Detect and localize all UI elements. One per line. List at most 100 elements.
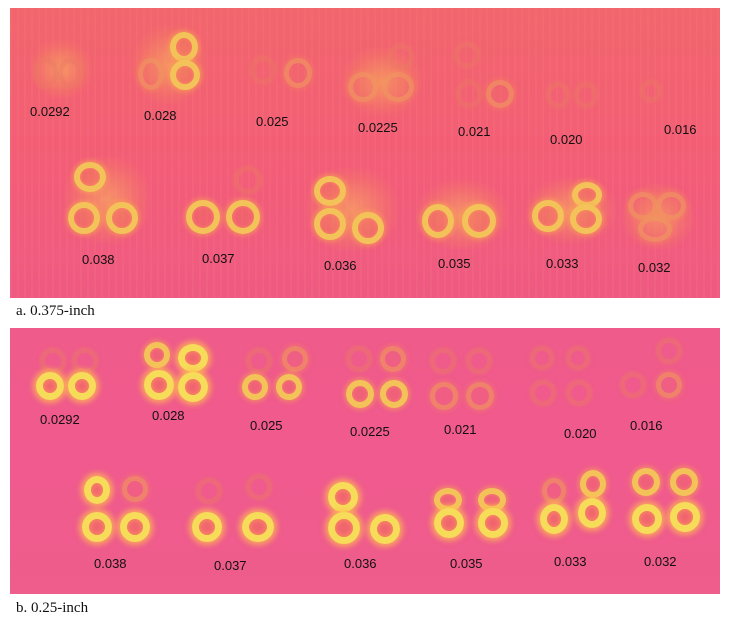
diameter-label: 0.036 [344, 556, 377, 571]
defect-ring [72, 348, 98, 374]
diameter-label: 0.035 [450, 556, 483, 571]
defect-ring [58, 58, 82, 88]
defect-ring [170, 32, 198, 62]
defect-ring [574, 82, 598, 108]
diameter-label: 0.032 [638, 260, 671, 275]
thermal-image-panel-b: 0.0292 0.028 0.025 0.0225 0.021 0.020 0.… [10, 328, 720, 594]
defect-ring [346, 380, 374, 408]
defect-ring [192, 512, 222, 542]
defect-ring [546, 82, 570, 108]
defect-ring [656, 192, 686, 220]
defect-ring [246, 348, 272, 374]
defect-ring [68, 372, 96, 400]
diameter-label: 0.028 [152, 408, 185, 423]
defect-ring [178, 372, 208, 402]
defect-ring [348, 72, 378, 102]
defect-ring [478, 508, 508, 538]
defect-ring [234, 166, 262, 194]
diameter-label: 0.016 [630, 418, 663, 433]
defect-ring [352, 212, 384, 244]
diameter-label: 0.038 [82, 252, 115, 267]
defect-ring [380, 346, 406, 372]
defect-ring [670, 502, 700, 532]
defect-ring [120, 512, 150, 542]
defect-ring [540, 504, 568, 534]
defect-ring [282, 346, 308, 372]
diameter-label: 0.037 [214, 558, 247, 573]
diameter-label: 0.0292 [30, 104, 70, 119]
defect-ring [578, 498, 606, 528]
diameter-label: 0.025 [250, 418, 283, 433]
defect-ring [466, 348, 492, 374]
defect-ring [632, 504, 662, 534]
defect-ring [328, 512, 360, 544]
panel-b-caption: b. 0.25-inch [16, 600, 89, 616]
diameter-label: 0.0225 [358, 120, 398, 135]
diameter-label: 0.020 [550, 132, 583, 147]
diameter-label: 0.038 [94, 556, 127, 571]
defect-ring [580, 470, 606, 498]
diameter-label: 0.025 [256, 114, 289, 129]
defect-ring [638, 216, 672, 242]
defect-ring [186, 200, 220, 234]
diameter-label: 0.021 [458, 124, 491, 139]
diameter-label: 0.028 [144, 108, 177, 123]
defect-ring [246, 474, 272, 500]
defect-ring [380, 380, 408, 408]
defect-ring [670, 468, 698, 496]
defect-ring [656, 372, 682, 398]
defect-ring [84, 476, 110, 504]
defect-ring [144, 342, 170, 368]
defect-ring [532, 200, 564, 232]
defect-ring [542, 478, 566, 504]
defect-ring [462, 204, 496, 238]
defect-ring [620, 372, 646, 398]
defect-ring [314, 176, 346, 206]
defect-ring [454, 42, 480, 68]
diameter-label: 0.036 [324, 258, 357, 273]
defect-ring [466, 382, 494, 410]
defect-ring [34, 58, 58, 88]
defect-ring [486, 80, 514, 108]
thermal-image-panel-a: 0.0292 0.028 0.025 0.0225 0.021 0.020 0.… [10, 8, 720, 298]
defect-ring [430, 348, 456, 374]
defect-ring [314, 208, 346, 240]
diameter-label: 0.033 [546, 256, 579, 271]
defect-ring [284, 58, 312, 88]
defect-ring [388, 44, 414, 70]
defect-ring [74, 162, 106, 192]
defect-ring [530, 380, 556, 406]
diameter-label: 0.016 [664, 122, 697, 137]
defect-ring [382, 72, 414, 102]
defect-ring [242, 374, 268, 400]
defect-ring [566, 380, 592, 406]
diameter-label: 0.033 [554, 554, 587, 569]
defect-ring [276, 374, 302, 400]
diameter-label: 0.037 [202, 251, 235, 266]
defect-ring [36, 372, 64, 400]
defect-ring [250, 56, 276, 84]
defect-ring [632, 468, 660, 496]
diameter-label: 0.032 [644, 554, 677, 569]
defect-ring [572, 182, 602, 208]
defect-ring [628, 192, 658, 220]
defect-ring [656, 338, 682, 364]
defect-ring [82, 512, 112, 542]
defect-ring [106, 202, 138, 234]
defect-ring [456, 80, 482, 108]
diameter-label: 0.021 [444, 422, 477, 437]
defect-ring [430, 382, 458, 410]
defect-ring [328, 482, 358, 512]
defect-ring [640, 80, 662, 102]
defect-ring [570, 204, 602, 234]
diameter-label: 0.0292 [40, 412, 80, 427]
defect-ring [68, 202, 100, 234]
defect-ring [566, 346, 590, 370]
defect-ring [170, 60, 200, 90]
defect-ring [144, 370, 174, 400]
defect-ring [178, 344, 208, 372]
diameter-label: 0.035 [438, 256, 471, 271]
defect-ring [196, 478, 222, 504]
defect-ring [530, 346, 554, 370]
defect-ring [346, 346, 372, 372]
